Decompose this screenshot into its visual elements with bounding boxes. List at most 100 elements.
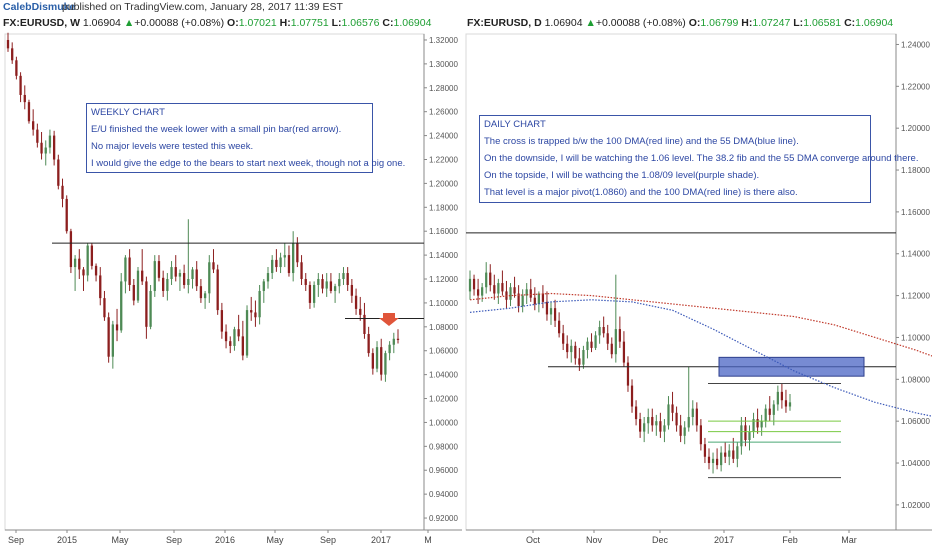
- weekly-y-tick-label: 1.12000: [429, 275, 458, 284]
- weekly-candle-body: [250, 310, 253, 313]
- weekly-y-tick-label: 1.22000: [429, 155, 458, 164]
- weekly-candle-body: [195, 269, 198, 287]
- weekly-candle: [48, 129, 52, 154]
- weekly-candle-body: [157, 261, 161, 278]
- weekly-candle-body: [300, 262, 303, 280]
- weekly-candle: [237, 314, 240, 342]
- weekly-y-tick-label: 1.06000: [429, 347, 458, 356]
- daily-candle: [776, 385, 779, 411]
- weekly-candle-body: [283, 255, 286, 258]
- weekly-candle-body: [363, 314, 366, 334]
- weekly-candle: [354, 288, 358, 315]
- daily-candle: [724, 442, 727, 464]
- daily-candle: [485, 262, 488, 294]
- daily-candle-body: [501, 283, 504, 292]
- daily-y-tick-label: 1.22000: [901, 82, 930, 91]
- weekly-candle: [86, 243, 89, 282]
- daily-candle-body: [472, 278, 476, 290]
- weekly-candle-body: [149, 290, 152, 327]
- weekly-candle-body: [258, 290, 261, 318]
- weekly-candle-body: [52, 135, 56, 160]
- daily-candle-body: [736, 446, 739, 459]
- left-change: +0.00088 (+0.08%): [134, 17, 225, 29]
- daily-note-line-2: On the downside, I will be watching the …: [484, 153, 919, 164]
- left-close: 1.06904: [393, 17, 432, 29]
- right-close: 1.06904: [855, 17, 894, 29]
- daily-candle: [626, 356, 630, 392]
- daily-candle: [699, 419, 702, 451]
- weekly-y-tick-label: 1.08000: [429, 323, 458, 332]
- pin-bar-arrow-icon: [379, 313, 399, 327]
- daily-candle-body: [711, 458, 715, 464]
- right-open-label: O:: [688, 17, 701, 29]
- weekly-candle-body: [212, 262, 215, 270]
- daily-candle-body: [566, 343, 569, 353]
- weekly-candle: [103, 290, 106, 321]
- header: CalebDismuke published on TradingView.co…: [0, 0, 932, 14]
- weekly-candle: [312, 281, 316, 308]
- daily-candle-body: [691, 408, 694, 417]
- weekly-candle-body: [279, 257, 282, 268]
- daily-candle-body: [667, 404, 670, 426]
- daily-candle: [521, 289, 524, 313]
- daily-candle: [513, 276, 516, 298]
- weekly-candle: [224, 324, 228, 349]
- right-high-label: H:: [741, 17, 753, 29]
- weekly-candle-body: [321, 279, 324, 289]
- weekly-candle: [329, 273, 333, 294]
- weekly-candle: [258, 284, 261, 325]
- weekly-candle: [90, 243, 94, 270]
- weekly-candle: [141, 249, 144, 285]
- weekly-candle-body: [15, 60, 18, 76]
- weekly-candle-body: [65, 198, 68, 232]
- author-link[interactable]: CalebDismuke: [3, 1, 76, 13]
- daily-candle: [582, 345, 585, 369]
- weekly-candle: [52, 130, 56, 166]
- weekly-candle-body: [317, 279, 320, 285]
- daily-candle-body: [578, 358, 581, 365]
- daily-candle-body: [647, 416, 650, 424]
- right-symbol[interactable]: FX:EURUSD, D: [467, 17, 542, 29]
- weekly-y-tick-label: 0.94000: [429, 490, 458, 499]
- dma-55-line: [469, 299, 932, 417]
- weekly-candle: [254, 300, 257, 327]
- weekly-candle-body: [275, 259, 278, 268]
- weekly-candle-body: [182, 273, 186, 285]
- daily-candle-body: [630, 385, 634, 407]
- weekly-candle-body: [73, 258, 77, 268]
- daily-y-tick-label: 1.16000: [901, 208, 930, 217]
- weekly-note-box[interactable]: WEEKLY CHART E/U finished the week lower…: [86, 103, 405, 173]
- weekly-candle: [304, 273, 307, 291]
- weekly-candle: [23, 85, 26, 110]
- daily-candle: [545, 291, 549, 321]
- right-last: 1.06904: [544, 17, 583, 29]
- weekly-candle: [241, 320, 244, 361]
- weekly-candle-body: [90, 245, 94, 266]
- daily-note-box[interactable]: DAILY CHART The cross is trapped b/w the…: [479, 115, 919, 203]
- weekly-candle-body: [312, 284, 316, 303]
- weekly-y-tick-label: 1.14000: [429, 251, 458, 260]
- daily-candle-body: [533, 297, 536, 304]
- daily-candle-body: [525, 289, 528, 296]
- left-symbol[interactable]: FX:EURUSD, W: [3, 17, 80, 29]
- weekly-candle-body: [115, 324, 119, 331]
- daily-candle: [610, 337, 613, 359]
- weekly-candle: [300, 255, 303, 285]
- weekly-candle-body: [48, 135, 52, 148]
- daily-candle-body: [586, 341, 589, 351]
- weekly-candle: [78, 249, 81, 280]
- weekly-candle: [367, 326, 370, 357]
- daily-candle: [570, 339, 573, 363]
- weekly-candle-body: [128, 257, 131, 285]
- weekly-candle-body: [203, 293, 207, 299]
- weekly-candle-body: [69, 231, 73, 268]
- weekly-candle-body: [388, 344, 391, 354]
- weekly-candle: [6, 32, 10, 52]
- daily-candle: [764, 404, 767, 428]
- daily-chart: 1.24000 1.22000 1.20000 1.18000 1.16000 1.140…: [465, 33, 932, 545]
- weekly-candle-body: [103, 298, 106, 318]
- weekly-candle: [99, 267, 102, 306]
- daily-candle-body: [760, 421, 763, 428]
- daily-candle-body: [553, 308, 557, 321]
